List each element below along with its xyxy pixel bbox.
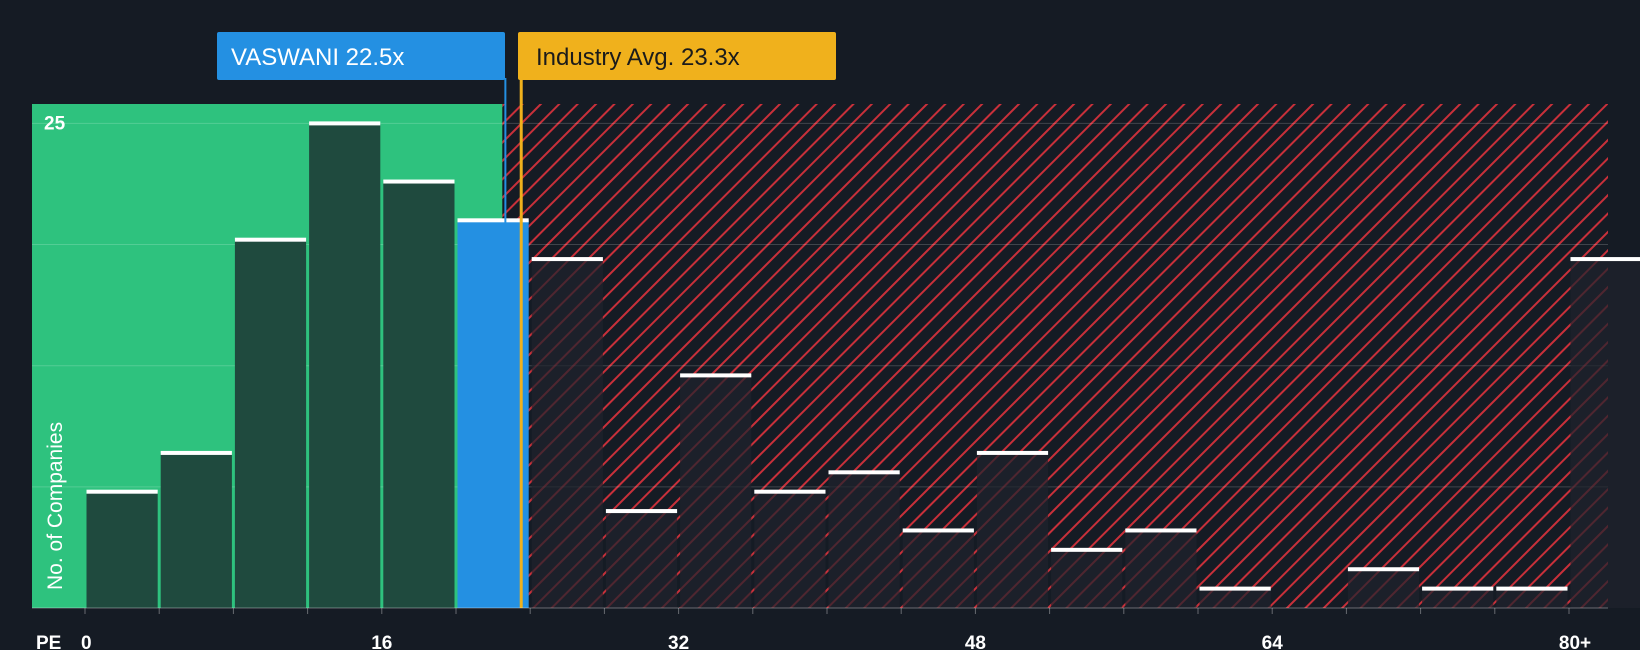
company-badge-label: VASWANI 22.5x xyxy=(231,44,404,71)
bar-top-cap xyxy=(160,450,232,455)
histogram-bar xyxy=(234,239,307,608)
industry-badge: Industry Avg. 23.3x xyxy=(518,32,836,80)
bar-top-cap xyxy=(1347,567,1420,572)
y-tick-label: 25 xyxy=(44,113,66,134)
histogram-bar xyxy=(1496,588,1568,608)
bar-top-cap xyxy=(234,237,307,242)
histogram-bar xyxy=(1347,569,1420,608)
bar-top-cap xyxy=(1422,586,1494,591)
histogram-bar xyxy=(1422,588,1494,608)
y-axis-label: No. of Companies xyxy=(44,422,67,590)
x-tick-label: 0 xyxy=(81,633,92,650)
histogram-bar xyxy=(309,123,381,608)
histogram-bar xyxy=(1199,588,1271,608)
bar-top-cap xyxy=(1570,257,1640,262)
bar-top-cap xyxy=(1496,586,1568,591)
bar-top-cap xyxy=(902,528,974,533)
histogram-bar xyxy=(754,491,826,608)
histogram-bar xyxy=(457,220,529,609)
histogram-bar xyxy=(1125,530,1197,608)
badges: VASWANI 22.5x Industry Avg. 23.3x xyxy=(217,32,836,80)
bar-top-cap xyxy=(605,509,678,514)
histogram-bar xyxy=(680,375,752,608)
x-tick-label: 64 xyxy=(1262,633,1284,650)
histogram-bar xyxy=(902,530,974,608)
bar-top-cap xyxy=(531,257,603,262)
x-axis-label: PE xyxy=(36,633,61,650)
histogram-bar xyxy=(383,181,455,609)
histogram-bar xyxy=(1051,549,1123,608)
bar-top-cap xyxy=(86,489,158,494)
pe-markers xyxy=(504,78,523,608)
x-tick-label: 80+ xyxy=(1559,633,1591,650)
x-tick-label: 48 xyxy=(965,633,986,650)
company-badge: VASWANI 22.5x xyxy=(217,32,505,80)
histogram-bar xyxy=(1570,259,1640,608)
bar-top-cap xyxy=(828,470,900,475)
bar-top-cap xyxy=(976,450,1049,455)
bar-top-cap xyxy=(309,121,381,126)
bar-top-cap xyxy=(1199,586,1271,591)
industry-badge-label: Industry Avg. 23.3x xyxy=(536,44,740,71)
bar-top-cap xyxy=(1125,528,1197,533)
company-badge-box xyxy=(217,32,505,80)
histogram-bar xyxy=(531,259,603,608)
bar-top-cap xyxy=(383,179,455,184)
histogram-bar xyxy=(976,452,1049,608)
x-tick-label: 16 xyxy=(371,633,392,650)
bar-top-cap xyxy=(457,218,529,223)
histogram-bar xyxy=(828,472,900,608)
axes: No. of Companies PE 0 16 32 48 64 80+ 25 xyxy=(32,113,1608,650)
bar-top-cap xyxy=(1051,547,1123,552)
industry-badge-box xyxy=(518,32,836,80)
histogram-bar xyxy=(86,491,158,608)
histogram-bar xyxy=(160,452,232,608)
bar-top-cap xyxy=(680,373,752,378)
histogram-bars xyxy=(86,121,1640,609)
bar-top-cap xyxy=(754,489,826,494)
x-tick-label: 32 xyxy=(668,633,689,650)
histogram-bar xyxy=(605,511,678,608)
